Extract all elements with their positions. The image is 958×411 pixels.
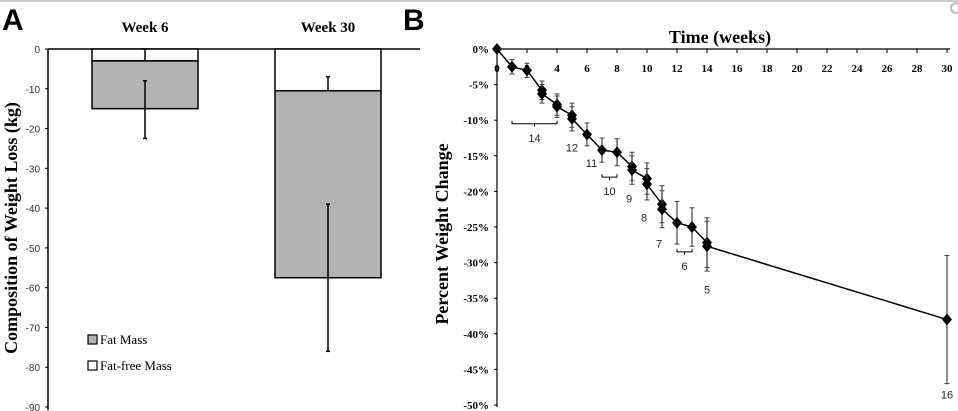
- panel-b-y-tick-label: -30%: [463, 258, 489, 270]
- annotation-bracket: [511, 120, 558, 127]
- panel-b-y-axis-label: Percent Weight Change: [432, 143, 452, 324]
- data-point-marker: [657, 203, 667, 216]
- panel-b-title: Time (weeks): [669, 27, 771, 48]
- panel-a-y-tick-label: -30: [26, 164, 41, 175]
- panel-b-x-tick-label: 6: [584, 63, 590, 75]
- legend-swatch: [87, 360, 98, 371]
- panel-b-y-tick-label: -10%: [463, 115, 489, 127]
- data-point-marker: [612, 146, 622, 159]
- legend-swatch: [87, 334, 98, 345]
- panel-a-y-tick-label: -80: [26, 363, 41, 374]
- panel-a-y-axis-label: Composition of Weight Loss (kg): [1, 102, 22, 354]
- panel-b-y-tick-label: -45%: [463, 364, 489, 376]
- panel-b-y-tick-label: -20%: [463, 186, 489, 198]
- data-point-marker: [507, 60, 517, 73]
- panel-b-x-tick-label: 22: [822, 63, 834, 75]
- panel-a-y-tick-label: -70: [26, 323, 41, 334]
- data-point-marker: [552, 100, 562, 113]
- panel-a-y-tick-label: 0: [34, 45, 40, 56]
- annotation-label: 16: [941, 389, 953, 401]
- panel-b-x-tick-label: 30: [942, 63, 954, 75]
- panel-b-label: B: [403, 4, 425, 37]
- weight-change-line: [496, 48, 948, 321]
- data-point-marker: [627, 164, 637, 177]
- panel-b-x-tick-label: 12: [672, 63, 684, 75]
- panel-b-x-tick-label: 24: [852, 63, 864, 75]
- data-point-marker: [942, 313, 952, 326]
- data-point-marker: [702, 240, 712, 253]
- data-point-marker: [537, 87, 547, 100]
- panel-b-y-tick-label: -50%: [463, 400, 489, 411]
- panel-a-y-tick-label: -40: [26, 204, 41, 215]
- data-point-marker: [522, 64, 532, 77]
- annotation-bracket: [601, 174, 618, 181]
- annotation-label: 14: [528, 133, 540, 145]
- legend-label: Fat Mass: [100, 332, 147, 347]
- panel-b-y-tick-label: -25%: [463, 222, 489, 234]
- annotation-label: 10: [603, 186, 615, 198]
- data-point-marker: [642, 178, 652, 191]
- panel-a-label: A: [2, 4, 24, 37]
- panel-b-x-tick-label: 16: [732, 63, 744, 75]
- data-point-marker: [687, 221, 697, 233]
- panel-a-category-label: Week 30: [301, 20, 356, 36]
- panel-a-y-tick-label: -10: [26, 85, 41, 96]
- panel-b-x-tick-label: 8: [614, 63, 620, 75]
- annotation-bracket: [676, 248, 693, 255]
- panel-a-y-tick-label: -60: [26, 284, 41, 295]
- panel-b-y-tick-label: -35%: [463, 293, 489, 305]
- panel-a-y-tick-label: -50: [26, 244, 41, 255]
- panel-b-x-tick-label: 0: [494, 63, 500, 75]
- panel-b-x-tick-label: 20: [792, 63, 804, 75]
- panel-b-x-tick-label: 10: [642, 63, 654, 75]
- data-point-marker: [567, 112, 577, 125]
- annotation-label: 9: [626, 194, 632, 206]
- data-point-marker: [597, 144, 607, 157]
- panel-b-x-tick-label: 26: [882, 63, 894, 75]
- panel-b-x-tick-label: 28: [912, 63, 924, 75]
- annotation-label: 6: [681, 261, 687, 273]
- panel-b-y-tick-label: 0%: [473, 44, 490, 56]
- annotation-label: 12: [566, 142, 578, 154]
- window-control-icon[interactable]: [950, 2, 958, 14]
- annotation-label: 7: [656, 238, 662, 250]
- annotation-label: 5: [704, 285, 710, 297]
- panel-a-category-label: Week 6: [121, 20, 169, 36]
- panel-b-y-tick-label: -5%: [469, 80, 489, 92]
- annotation-label: 8: [641, 213, 647, 225]
- panel-a-y-tick-label: -20: [26, 125, 41, 136]
- panel-a-y-tick-label: -90: [26, 403, 41, 411]
- data-point-marker: [672, 216, 682, 229]
- panel-b-y-tick-label: -15%: [463, 151, 489, 163]
- data-point-marker: [492, 43, 502, 55]
- data-point-marker: [582, 128, 592, 141]
- panel-b-x-tick-label: 14: [702, 63, 714, 75]
- legend-label: Fat-free Mass: [100, 358, 172, 373]
- annotation-label: 11: [586, 158, 597, 170]
- panel-b-x-tick-label: 18: [762, 63, 774, 75]
- panel-b-y-tick-label: -40%: [463, 329, 489, 341]
- panel-b-x-tick-label: 4: [554, 63, 560, 75]
